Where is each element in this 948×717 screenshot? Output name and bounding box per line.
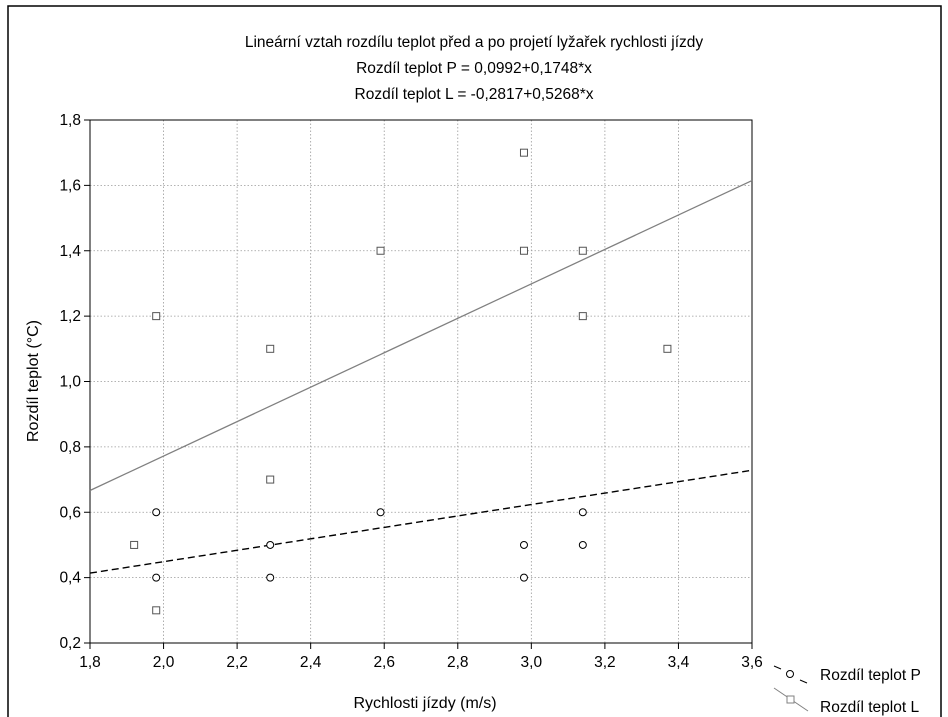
x-tick-label: 2,2: [226, 654, 248, 671]
point-l: [519, 246, 528, 255]
data-points: [130, 148, 672, 615]
point-p: [376, 508, 385, 517]
y-tick-label: 1,8: [59, 112, 81, 129]
y-tick-label: 1,2: [59, 308, 81, 325]
chart-subtitle-p: Rozdíl teplot P = 0,0992+0,1748*x: [356, 60, 592, 77]
y-tick-label: 0,8: [59, 439, 81, 456]
x-tick-label: 2,0: [153, 654, 175, 671]
point-p: [578, 540, 587, 549]
point-l: [376, 246, 385, 255]
point-p: [578, 508, 587, 517]
point-p: [152, 508, 161, 517]
x-tick-label: 1,8: [79, 654, 101, 671]
x-tick-label: 2,4: [300, 654, 322, 671]
point-l: [578, 312, 587, 321]
point-p: [519, 540, 528, 549]
point-l: [578, 246, 587, 255]
y-tick-label: 1,0: [59, 374, 81, 391]
legend-l-label: Rozdíl teplot L: [820, 699, 919, 716]
point-p: [266, 573, 275, 582]
x-tick-label: 2,6: [373, 654, 395, 671]
x-tick-label: 3,6: [741, 654, 763, 671]
point-l: [663, 344, 672, 353]
y-tick-label: 1,4: [59, 243, 81, 260]
legend-p-label: Rozdíl teplot P: [820, 667, 921, 684]
x-tick-label: 2,8: [447, 654, 469, 671]
point-l: [519, 148, 528, 157]
fit-line-l: [89, 179, 753, 492]
x-tick-label: 3,4: [668, 654, 690, 671]
fit-lines: [89, 179, 753, 574]
legend: Rozdíl teplot P Rozdíl teplot L: [773, 665, 921, 716]
chart-subtitle-l: Rozdíl teplot L = -0,2817+0,5268*x: [355, 86, 594, 103]
y-axis-label: Rozdíl teplot (°C): [25, 320, 42, 442]
point-p: [152, 573, 161, 582]
point-l: [152, 606, 161, 615]
y-tick-label: 0,2: [59, 635, 81, 652]
x-tick-label: 3,2: [594, 654, 616, 671]
point-l: [130, 540, 139, 549]
y-tick-label: 0,6: [59, 504, 81, 521]
x-axis-label: Rychlosti jízdy (m/s): [353, 695, 496, 712]
outer-frame: [7, 5, 942, 717]
legend-p-marker: [786, 670, 794, 678]
y-tick-label: 1,6: [59, 177, 81, 194]
point-p: [519, 573, 528, 582]
point-l: [266, 475, 275, 484]
point-p: [266, 540, 275, 549]
legend-l-marker: [786, 695, 795, 704]
fit-line-p: [89, 469, 753, 574]
legend-p-dash: [773, 665, 808, 684]
y-tick-label: 0,4: [59, 570, 81, 587]
axis-ticks: 1,8 2,0 2,2 2,4 2,6 2,8 3,0 3,2 3,4 3,6 0,2 0,4 0,6 0…: [59, 112, 762, 671]
chart-title: Lineární vztah rozdílu teplot před a po …: [245, 34, 704, 51]
x-tick-label: 3,0: [521, 654, 543, 671]
point-l: [266, 344, 275, 353]
point-l: [152, 312, 161, 321]
